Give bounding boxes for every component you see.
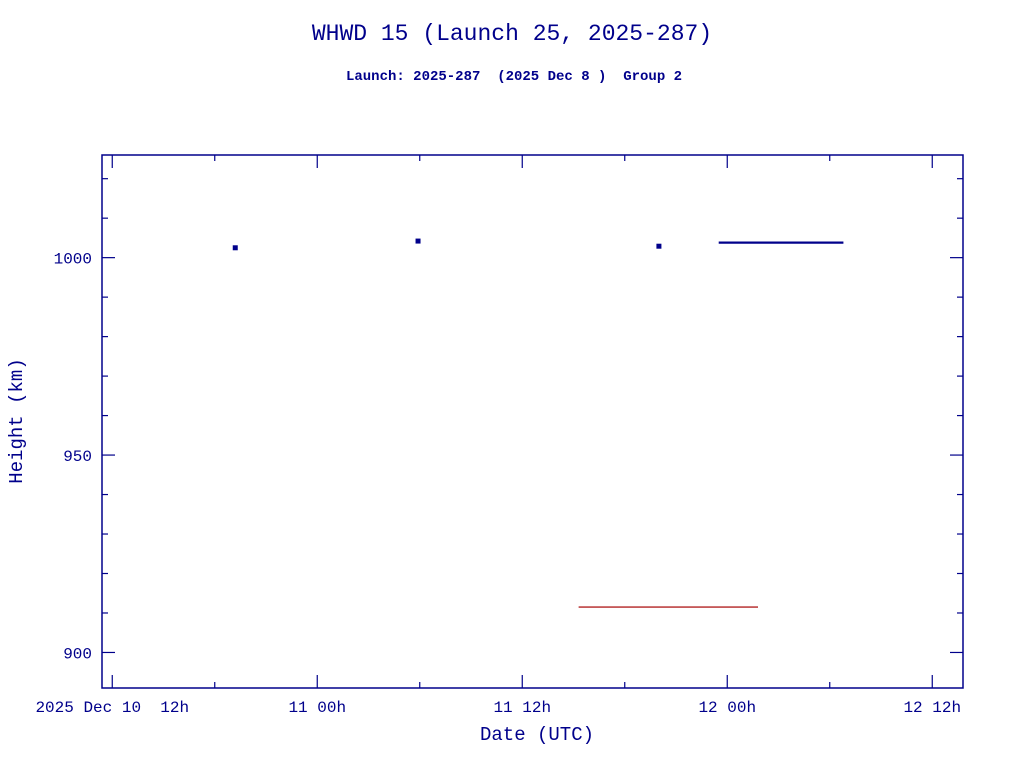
x-tick-label: 12 12h — [903, 699, 961, 717]
plot-area: 2025 Dec 10 12h 11 00h 11 12h 12 00h 12 12h 9… — [35, 154, 964, 717]
y-tick-label: 950 — [63, 448, 92, 466]
y-axis-title: Height (km) — [6, 358, 28, 483]
y-tick-label: 900 — [63, 645, 92, 663]
x-tick-label: 11 00h — [288, 699, 346, 717]
x-axis-title: Date (UTC) — [480, 724, 594, 746]
chart-subtitle: Launch: 2025-287 (2025 Dec 8 ) Group 2 — [346, 69, 682, 85]
x-tick-label: 11 12h — [493, 699, 551, 717]
data-point — [232, 245, 238, 251]
plot-frame — [101, 154, 964, 689]
data-point — [415, 238, 421, 244]
y-tick-label: 1000 — [54, 251, 92, 269]
x-tick-label: 2025 Dec 10 12h — [35, 699, 189, 717]
data-point — [656, 243, 662, 249]
chart-title: WHWD 15 (Launch 25, 2025-287) — [312, 21, 712, 47]
x-tick-label: 12 00h — [698, 699, 756, 717]
